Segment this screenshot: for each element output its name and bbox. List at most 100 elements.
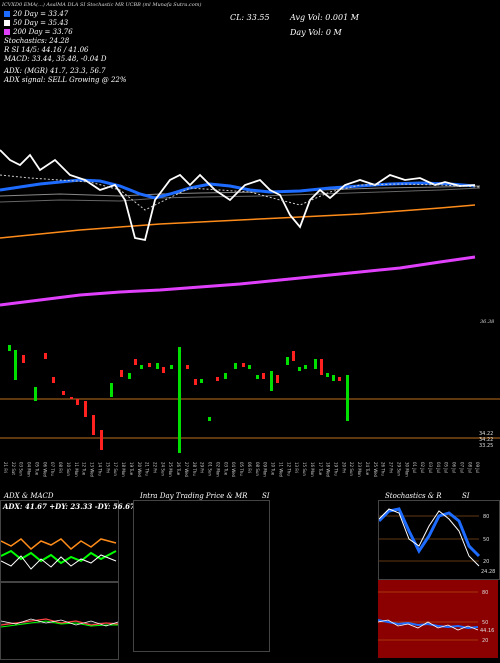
x-axis-tick-label: 11 Wed: [278, 462, 283, 478]
day-volume: Day Vol: 0 M: [290, 28, 342, 37]
candle: [256, 375, 259, 379]
x-axis-tick-label: 08 Jul: [467, 462, 472, 473]
x-axis-tick-label: 04 Wed: [231, 462, 236, 478]
x-axis-tick-label: 29 Fri: [200, 462, 205, 473]
price-label-3: 33.25: [479, 443, 493, 449]
candle: [84, 401, 87, 417]
adx-lines: [1, 538, 117, 570]
candle: [156, 363, 159, 369]
x-axis-tick-label: 17 Tue: [318, 462, 323, 476]
candle: [178, 347, 181, 453]
price-label-header: 36.38: [480, 319, 495, 325]
candle: [298, 367, 301, 371]
x-axis-tick-label: 04 Jul: [436, 462, 441, 473]
candle: [286, 357, 289, 365]
candle: [186, 365, 189, 369]
x-axis-tick-label: 04 Mon: [27, 462, 32, 477]
stoch-label-20: 20: [483, 559, 489, 565]
candle: [140, 365, 143, 369]
candle: [134, 359, 137, 365]
x-axis-tick-label: 18 Mon: [121, 462, 126, 477]
x-axis-tick-label: 13 Fri: [294, 462, 299, 473]
candle: [304, 365, 307, 369]
candle: [242, 363, 245, 367]
legend-dma50: 50 Day = 35.43: [4, 19, 127, 28]
candle: [326, 373, 329, 377]
candle: [14, 350, 17, 380]
grey-ma-line-2: [0, 187, 481, 203]
x-axis-tick-label: 05 Thu: [239, 462, 244, 476]
x-axis-tick-label: 10 Sun: [66, 462, 71, 476]
candle: [110, 383, 113, 397]
rsi-blue-line: [377, 619, 479, 630]
stoch-white-line: [378, 508, 480, 567]
x-axis-tick-label: 03 Jul: [428, 462, 433, 473]
candle: [234, 363, 237, 369]
candle: [346, 375, 349, 421]
macd-panel: [0, 582, 119, 660]
x-axis-tick-label: 24 Tue: [365, 462, 370, 476]
x-axis-tick-label: 24 Sun: [160, 462, 165, 476]
candle: [170, 365, 173, 369]
candle: [100, 430, 103, 450]
candle: [34, 387, 37, 401]
x-axis-tick-label: 02 Mon: [215, 462, 220, 477]
stoch-panel-title: Stochastics & R: [385, 492, 442, 500]
stochastics-lines: 80 50 20 24.28: [377, 507, 495, 575]
x-axis-tick-label: 15 Sun: [302, 462, 307, 476]
rsi-white-line: [377, 619, 479, 631]
candle: [314, 359, 317, 369]
price-label-2: 34.22: [479, 437, 493, 443]
x-axis-tick-label: 29 Sun: [396, 462, 401, 476]
candle: [276, 375, 279, 383]
price-label-1: 34.22: [479, 431, 493, 437]
price-close: CL: 33.55: [230, 13, 270, 22]
x-axis-tick-label: 26 Thu: [381, 462, 386, 476]
rsi-label-80: 80: [482, 590, 488, 596]
x-axis-tick-label: 26 Tue: [176, 462, 181, 476]
avg-volume: Avg Vol: 0.001 M: [290, 13, 359, 22]
stoch-blue-line: [377, 507, 481, 558]
x-axis-tick-label: 20 Wed: [137, 462, 142, 478]
candle: [208, 417, 211, 421]
legend-dma200: 200 Day = 33.76: [4, 28, 127, 37]
rsi-label-50: 50: [482, 620, 488, 626]
x-axis-tick-label: 09 Jul: [475, 462, 480, 473]
x-axis-tick-label: 11 Mon: [74, 462, 79, 477]
x-axis-tick-label: 12 Tue: [82, 462, 87, 476]
candle: [292, 351, 295, 361]
x-axis-tick-label: 03 Sun: [19, 462, 24, 476]
x-axis-tick-label: 14 Thu: [97, 462, 102, 476]
x-axis: 21 Fri 22 Sat 03 Sun 04 Mon 05 Tue 06 Wed 07 T…: [3, 462, 480, 478]
x-axis-tick-label: 17 Sun: [113, 462, 118, 476]
macd-white-line: [0, 618, 119, 627]
candle: [62, 391, 65, 395]
adx-panel-title: ADX & MACD: [4, 492, 54, 500]
candle: [22, 355, 25, 363]
stochastics-panel: 80 50 20 24.28: [377, 500, 500, 580]
candle: [194, 379, 197, 385]
candle: [148, 363, 151, 367]
candle: [332, 375, 335, 381]
rsi-panel: 80 50 20 44.16: [377, 580, 498, 658]
x-axis-tick-label: 15 Fri: [105, 462, 110, 473]
intraday-panel-si: SI: [262, 492, 270, 500]
candle: [200, 379, 203, 383]
dotted-line: [0, 174, 481, 211]
x-axis-tick-label: 09 Mon: [263, 462, 268, 477]
x-axis-tick-label: 12 Thu: [286, 462, 291, 476]
candle: [8, 345, 11, 351]
x-axis-tick-label: 20 Fri: [341, 462, 346, 473]
candle: [128, 373, 131, 379]
rsi-label-20: 20: [482, 638, 488, 644]
x-axis-tick-label: 10 Tue: [271, 462, 276, 476]
x-axis-tick-label: 01 Sun: [208, 462, 213, 476]
x-axis-tick-label: 28 Thu: [192, 462, 197, 476]
x-axis-tick-label: 25 Wed: [373, 462, 378, 478]
candle: [52, 377, 55, 383]
rsi-lines: 80 50 20 44.16: [377, 590, 494, 644]
price-line: [0, 149, 476, 242]
x-axis-tick-label: 22 Sun: [349, 462, 354, 476]
x-axis-tick-label: 21 Thu: [145, 462, 150, 476]
candle: [262, 373, 265, 379]
